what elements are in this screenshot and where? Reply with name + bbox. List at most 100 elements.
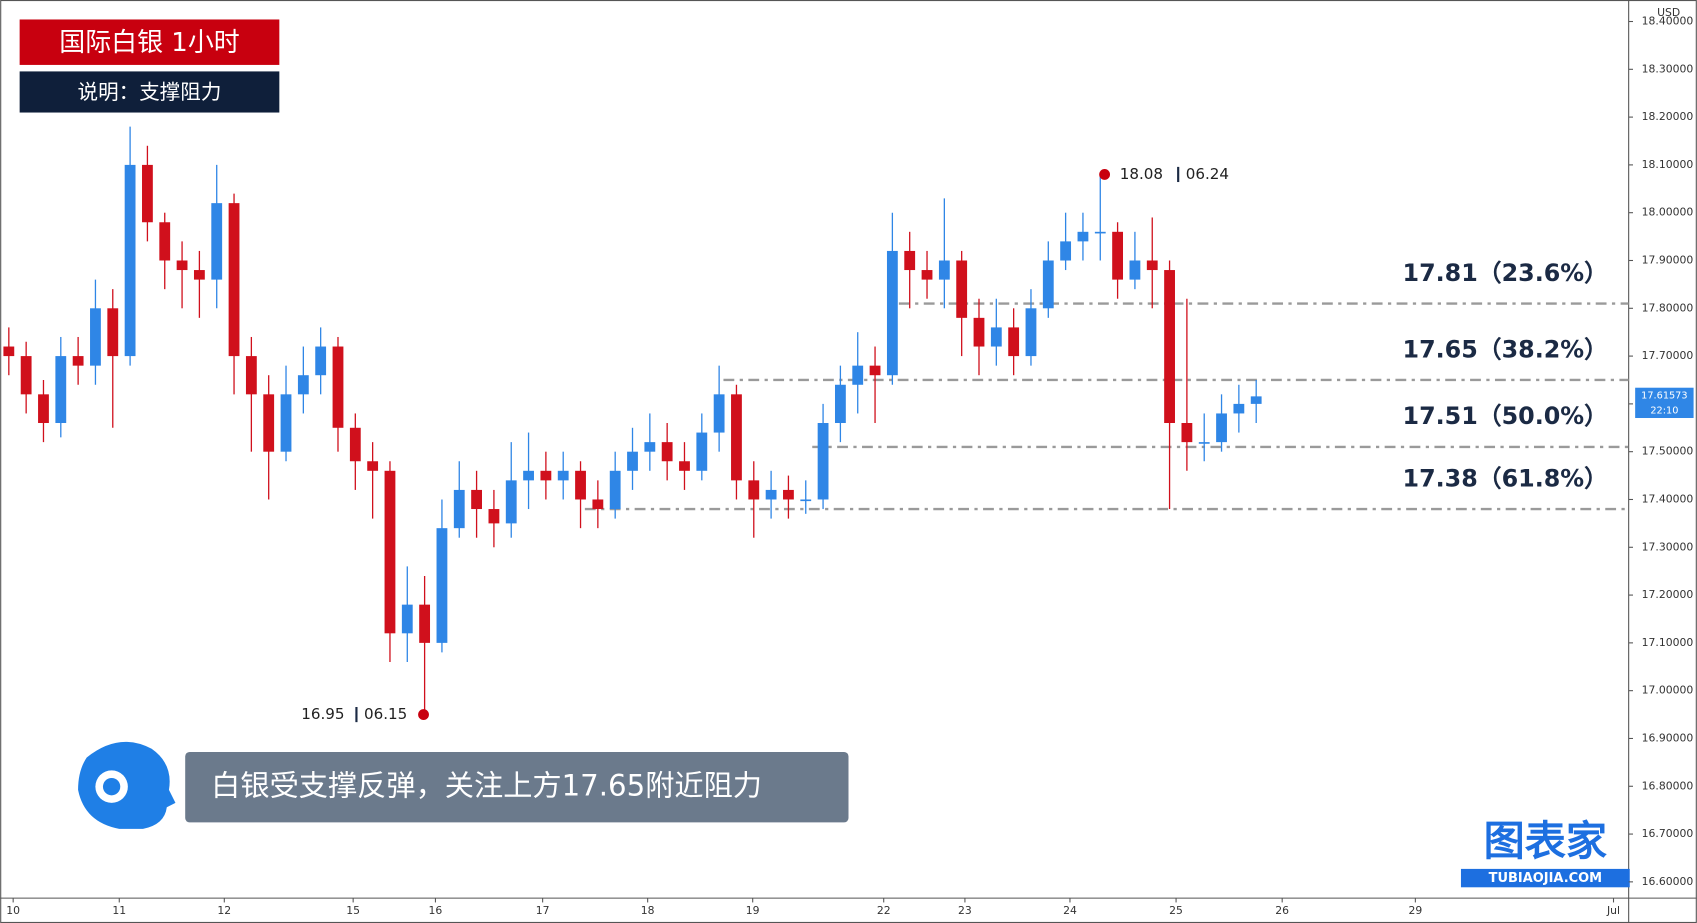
candle-body [973, 317, 985, 347]
candle-body [349, 427, 361, 462]
candle-body [1008, 327, 1020, 357]
fib-label: 17.81（23.6%） [1403, 259, 1608, 287]
candle-body [592, 499, 604, 510]
candle-body [557, 470, 569, 481]
y-tick-label: 16.70000 [1642, 827, 1694, 840]
last-time: 22:10 [1650, 405, 1678, 416]
candle-body [297, 375, 309, 395]
candle-body [367, 461, 379, 471]
title: 国际白银 1小时 [59, 28, 239, 58]
candle-body [886, 250, 898, 376]
extreme-price: 18.08 [1120, 165, 1163, 183]
fib-label: 17.65（38.2%） [1403, 335, 1608, 363]
candle-body [921, 270, 933, 280]
x-tick-label: 11 [112, 904, 126, 917]
y-tick-label: 18.10000 [1642, 158, 1694, 171]
candle-body [3, 346, 15, 357]
comment-box [185, 752, 849, 823]
y-tick-label: 17.00000 [1642, 684, 1694, 697]
candle-body [159, 222, 171, 261]
candle-body [523, 470, 534, 481]
candle-body [696, 432, 708, 471]
last-price-box [1635, 387, 1694, 419]
candle-body [1025, 308, 1037, 357]
candle-body [471, 489, 482, 510]
candle-body [1216, 413, 1227, 443]
candle-body [679, 461, 690, 471]
extreme-marker [418, 709, 429, 720]
candle-body [245, 356, 257, 395]
subtitle-box [19, 71, 280, 113]
y-tick-label: 17.90000 [1642, 253, 1694, 266]
candle-body [852, 365, 864, 385]
candle-body [488, 509, 500, 524]
y-tick-label: 17.80000 [1642, 301, 1694, 314]
candle-body [1060, 241, 1072, 261]
candle-body [644, 442, 656, 452]
x-tick-label: 18 [641, 904, 655, 917]
candle-body [1146, 260, 1158, 271]
candle-body [731, 394, 742, 481]
fib-label: 17.38（61.8%） [1403, 464, 1608, 492]
x-tick-label: 29 [1408, 904, 1422, 917]
subtitle: 说明：支撑阻力 [78, 80, 222, 104]
y-tick-label: 17.70000 [1642, 349, 1694, 362]
candle-body [783, 489, 794, 500]
logo-name: 图表家 [1484, 817, 1607, 865]
plot [3, 126, 1629, 715]
candle-body [315, 346, 327, 376]
last-price: 17.61573 [1641, 390, 1687, 401]
candle-body [956, 260, 968, 318]
candle-body [817, 423, 829, 500]
y-tick-label: 17.10000 [1642, 636, 1694, 649]
x-tick-label: 24 [1063, 904, 1077, 917]
candle-body [1250, 396, 1262, 404]
x-tick-label: 26 [1275, 904, 1289, 917]
candle-body [55, 356, 67, 424]
candle-body [38, 394, 49, 424]
y-axis-label: USD [1657, 6, 1680, 19]
candle-body [540, 470, 552, 481]
candle-body [575, 470, 586, 500]
extreme-price: 16.95 [301, 705, 344, 723]
candle-body [332, 346, 344, 428]
candle-body [193, 270, 205, 280]
comment: 白银受支撑反弹，关注上方17.65附近阻力 [211, 769, 762, 803]
candle-body [419, 604, 431, 643]
candle-body [938, 260, 950, 280]
candle-body [904, 250, 916, 271]
y-tick-label: 18.30000 [1642, 62, 1694, 75]
candle-body [280, 394, 292, 452]
logo-url: TUBIAOJIA.COM [1489, 871, 1602, 886]
y-tick-label: 17.50000 [1642, 445, 1694, 458]
candle-body [627, 451, 638, 471]
y-tick-label: 16.60000 [1642, 875, 1694, 888]
y-tick-label: 18.20000 [1642, 110, 1694, 123]
candle-body [401, 604, 413, 634]
candle-body [453, 489, 465, 529]
y-tick-label: 18.40000 [1642, 15, 1694, 28]
candle-body [1042, 260, 1054, 309]
avatar-icon [78, 741, 176, 829]
candle-body [1198, 442, 1210, 444]
candle-body [211, 203, 223, 280]
y-tick-label: 16.90000 [1642, 731, 1694, 744]
extreme-date: 06.24 [1186, 165, 1229, 183]
x-tick-label: 25 [1169, 904, 1183, 917]
candle-body [20, 356, 32, 395]
candle-body [765, 489, 777, 500]
x-tick-label: 17 [536, 904, 550, 917]
title-box [19, 19, 280, 65]
candle-body [834, 384, 846, 424]
x-tick-label: 16 [429, 904, 443, 917]
candle-body [713, 394, 725, 433]
x-tick-label: Jul [1606, 904, 1620, 917]
candle-body [436, 528, 448, 643]
candle-body [107, 308, 119, 357]
candle-body [142, 164, 153, 223]
extreme-date: 06.15 [364, 705, 407, 723]
candle-body [384, 470, 396, 634]
candle-body [228, 203, 240, 357]
candle-body [661, 442, 673, 462]
